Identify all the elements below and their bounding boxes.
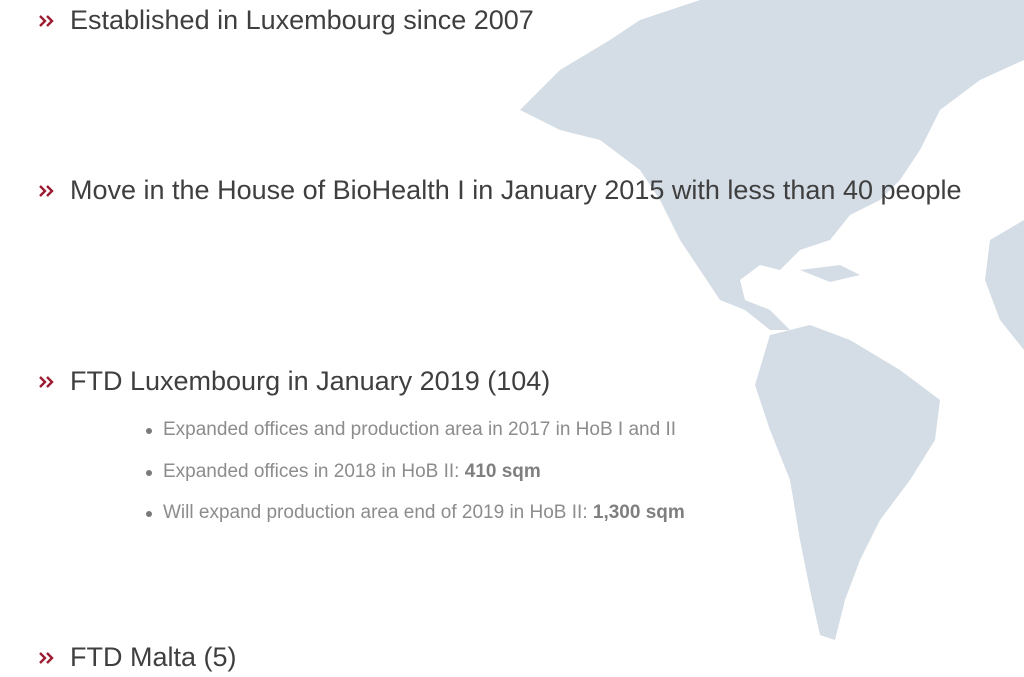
- bullet-marker: [39, 15, 54, 27]
- bullet-marker: [39, 652, 54, 664]
- sub-bullet-bold: 1,300 sqm: [592, 502, 685, 523]
- sub-bullet-bold: 410 sqm: [464, 461, 541, 482]
- sub-bullet-dot: [146, 511, 152, 517]
- south-america: [755, 325, 940, 640]
- chevron: [39, 15, 54, 27]
- sub-bullet: Will expand production area end of 2019 …: [163, 500, 1013, 526]
- caribbean: [800, 265, 860, 282]
- bullet-marker: [39, 185, 54, 197]
- bullet-text: FTD Luxembourg in January 2019 (104): [70, 366, 551, 396]
- bullet-text: FTD Malta (5): [70, 642, 237, 672]
- bullet-text: Move in the House of BioHealth I in Janu…: [70, 175, 962, 205]
- sub-bullet-dot: [146, 428, 152, 434]
- sub-bullet-text: Expanded offices in 2018 in HoB II:: [163, 461, 460, 482]
- sub-bullet: Expanded offices and production area in …: [163, 417, 1013, 443]
- africa-edge: [985, 220, 1024, 350]
- bullet-text: Established in Luxembourg since 2007: [70, 5, 534, 35]
- chevron: [39, 376, 54, 388]
- chevron: [39, 652, 54, 664]
- sub-bullet-dot: [146, 470, 152, 476]
- sub-bullet: Expanded offices in 2018 in HoB II: 410 …: [163, 459, 1013, 485]
- chevron: [39, 185, 54, 197]
- greenland: [900, 0, 1024, 55]
- north-america: [520, 0, 1024, 330]
- bullet-marker: [39, 376, 54, 388]
- sub-bullet-text: Will expand production area end of 2019 …: [163, 502, 588, 523]
- sub-bullet-text: Expanded offices and production area in …: [163, 419, 677, 440]
